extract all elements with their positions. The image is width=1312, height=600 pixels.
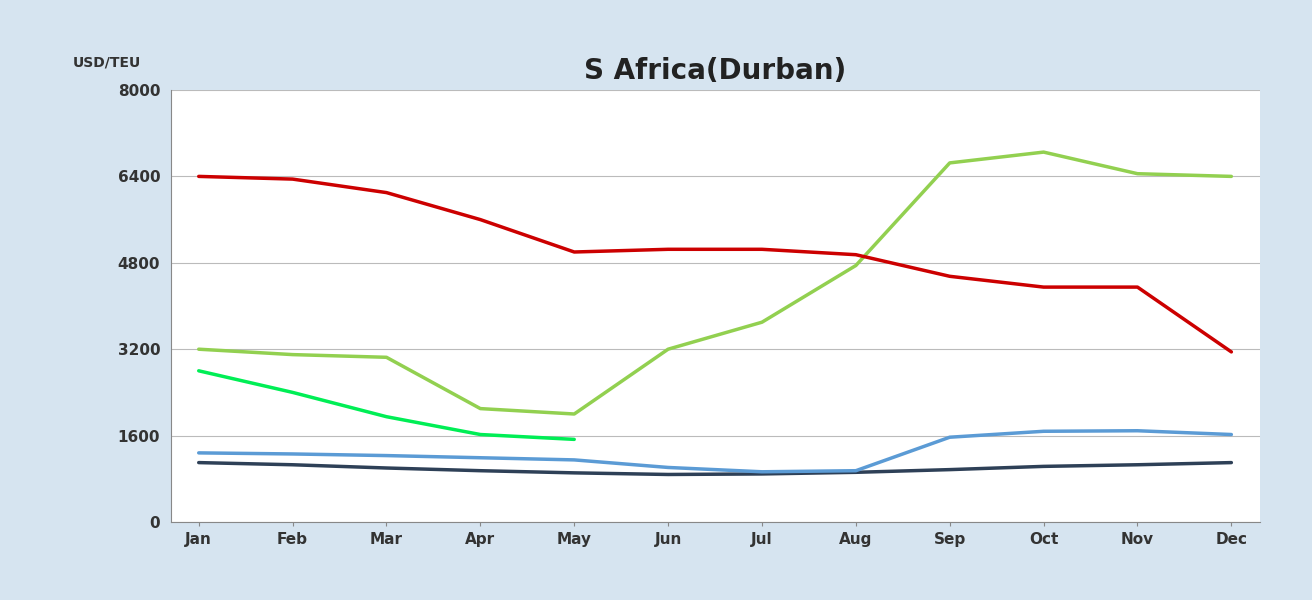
2022 xyxy=(379,189,395,196)
2023 xyxy=(472,431,488,438)
2019 xyxy=(472,467,488,474)
2021 xyxy=(285,351,300,358)
Line: 2022: 2022 xyxy=(198,176,1232,352)
2020 xyxy=(285,451,300,458)
2022 xyxy=(1130,284,1145,291)
Title: S Africa(Durban): S Africa(Durban) xyxy=(584,57,846,85)
2019 xyxy=(379,464,395,472)
2019 xyxy=(1224,459,1240,466)
2022 xyxy=(1035,284,1051,291)
2020 xyxy=(190,449,206,457)
2022 xyxy=(1224,348,1240,355)
2022 xyxy=(567,248,583,256)
2022 xyxy=(660,246,676,253)
Line: 2019: 2019 xyxy=(198,463,1232,475)
2022 xyxy=(942,272,958,280)
2021 xyxy=(660,346,676,353)
2020 xyxy=(1035,428,1051,435)
2019 xyxy=(754,470,770,478)
2020 xyxy=(660,464,676,471)
2022 xyxy=(190,173,206,180)
2020 xyxy=(942,434,958,441)
2023 xyxy=(285,389,300,396)
2019 xyxy=(848,469,863,476)
2019 xyxy=(1130,461,1145,469)
2020 xyxy=(379,452,395,459)
2019 xyxy=(190,459,206,466)
2020 xyxy=(472,454,488,461)
2019 xyxy=(942,466,958,473)
2019 xyxy=(660,471,676,478)
2021 xyxy=(942,159,958,166)
2021 xyxy=(1035,148,1051,155)
2021 xyxy=(190,346,206,353)
2020 xyxy=(848,467,863,474)
2021 xyxy=(472,405,488,412)
2019 xyxy=(1035,463,1051,470)
Line: 2021: 2021 xyxy=(198,152,1232,414)
Line: 2020: 2020 xyxy=(198,431,1232,472)
Text: USD/TEU: USD/TEU xyxy=(72,55,140,70)
2022 xyxy=(754,246,770,253)
2021 xyxy=(1130,170,1145,178)
2022 xyxy=(285,175,300,182)
2021 xyxy=(379,353,395,361)
2023 xyxy=(567,436,583,443)
2020 xyxy=(1224,431,1240,438)
2022 xyxy=(472,216,488,223)
2021 xyxy=(754,319,770,326)
2020 xyxy=(567,456,583,463)
2023 xyxy=(379,413,395,420)
Line: 2023: 2023 xyxy=(198,371,575,439)
2021 xyxy=(848,262,863,269)
2023 xyxy=(190,367,206,374)
2019 xyxy=(567,469,583,476)
2021 xyxy=(567,410,583,418)
2022 xyxy=(848,251,863,258)
2020 xyxy=(754,468,770,475)
2020 xyxy=(1130,427,1145,434)
2019 xyxy=(285,461,300,469)
2021 xyxy=(1224,173,1240,180)
